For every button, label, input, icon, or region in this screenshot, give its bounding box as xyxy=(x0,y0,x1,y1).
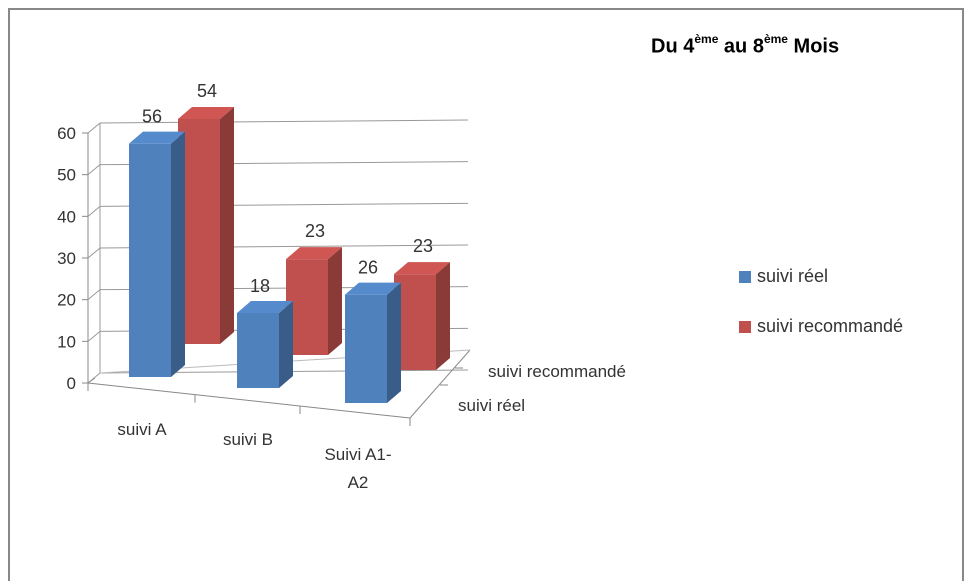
depth-tick-label: suivi recommandé xyxy=(488,362,626,381)
bar-suivi-recommande-2-side xyxy=(436,262,450,370)
gridline-side xyxy=(87,205,101,217)
bar-suivi-recommande-0-top xyxy=(178,107,234,119)
data-label: 23 xyxy=(413,236,433,256)
y-tick-label: 0 xyxy=(67,374,76,393)
y-tick-label: 60 xyxy=(57,124,76,143)
bar-suivi-reel-1-side xyxy=(279,301,293,388)
x-axis-line xyxy=(87,382,411,419)
depth-tick-label: suivi réel xyxy=(458,396,525,415)
legend-label-suivi-reel: suivi réel xyxy=(757,266,829,286)
y-tick-label: 20 xyxy=(57,291,76,310)
bar-suivi-reel-0-top xyxy=(129,131,185,144)
bar-suivi-reel-1 xyxy=(237,313,279,388)
x-tick-label: Suivi A1- xyxy=(324,445,391,464)
data-label: 23 xyxy=(305,221,325,241)
bar-suivi-recommande-0-side xyxy=(220,107,234,344)
legend-item-suivi-reel: suivi réel xyxy=(739,266,828,287)
x-tick-label: suivi A xyxy=(117,420,167,439)
legend-item-suivi-recommande: suivi recommandé xyxy=(739,316,903,337)
y-tick-label: 10 xyxy=(57,332,76,351)
data-label: 54 xyxy=(197,81,217,101)
gridline-side xyxy=(87,164,101,176)
gridline xyxy=(99,119,469,124)
bar-suivi-recommande-1-top xyxy=(286,247,342,260)
gridline-side xyxy=(87,372,101,384)
bar-suivi-reel-2 xyxy=(345,294,387,403)
x-tick-label: suivi B xyxy=(223,430,273,449)
y-tick-label: 40 xyxy=(57,207,76,226)
bar-suivi-reel-2-top xyxy=(345,282,401,295)
gridline-side xyxy=(87,330,101,342)
bar-suivi-recommande-2-top xyxy=(394,262,450,275)
x-tick-label: A2 xyxy=(348,473,369,492)
gridline-side xyxy=(87,289,101,301)
y-tick-label: 30 xyxy=(57,249,76,268)
depth-axis-line xyxy=(409,349,471,419)
data-label: 18 xyxy=(250,276,270,296)
gridline-side xyxy=(87,247,101,259)
chart-title: Du 4ème au 8ème Mois xyxy=(651,32,840,58)
legend-swatch-suivi-recommande xyxy=(739,320,751,333)
bar-suivi-reel-1-top xyxy=(237,301,293,313)
data-label: 56 xyxy=(142,107,162,127)
bar-suivi-reel-2-side xyxy=(387,282,401,403)
bar-suivi-reel-0 xyxy=(129,143,171,377)
legend-swatch-suivi-reel xyxy=(739,270,751,283)
legend-label-suivi-recommande: suivi recommandé xyxy=(757,316,904,336)
data-label: 26 xyxy=(358,258,378,278)
bar-suivi-recommande-1-side xyxy=(328,247,342,355)
bar-suivi-reel-0-side xyxy=(171,131,185,377)
gridline-side xyxy=(87,122,101,134)
y-tick-label: 50 xyxy=(57,166,76,185)
